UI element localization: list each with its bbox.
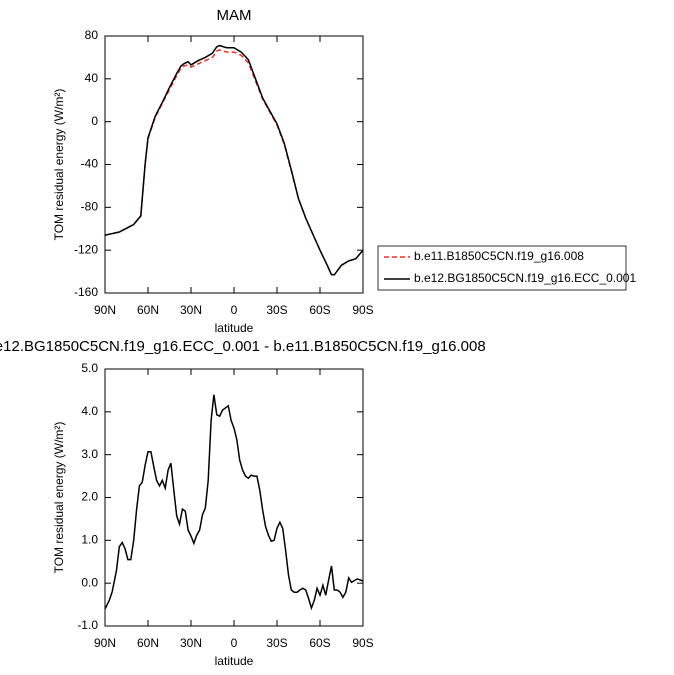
y-tick-label: -120 — [74, 242, 98, 256]
y-tick-label: -1.0 — [77, 618, 98, 632]
y-axis-label: TOM residual energy (W/m²) — [52, 89, 66, 241]
x-tick-label: 60S — [309, 636, 330, 650]
plot-frame — [104, 368, 364, 627]
y-tick-label: 5.0 — [81, 361, 98, 375]
x-tick-label: 90S — [352, 636, 373, 650]
y-tick-label: 4.0 — [81, 404, 98, 418]
data-line — [104, 394, 364, 611]
y-tick-label: 40 — [85, 71, 99, 85]
x-axis-label: latitude — [215, 654, 254, 668]
legend-box — [377, 245, 627, 291]
y-tick-label: -160 — [74, 285, 98, 299]
x-tick-label: 30S — [266, 303, 287, 317]
chart-title: MAM — [217, 7, 252, 24]
x-tick-label: 90N — [94, 303, 116, 317]
y-tick-label: 3.0 — [81, 447, 98, 461]
y-tick-label: 2.0 — [81, 490, 98, 504]
legend-label: b.e12.BG1850C5CN.f19_g16.ECC_0.001 — [414, 271, 636, 285]
y-tick-label: 80 — [85, 28, 99, 42]
y-tick-label: -80 — [81, 200, 99, 214]
x-tick-label: 90N — [94, 636, 116, 650]
x-tick-label: 30N — [180, 636, 202, 650]
x-tick-label: 60S — [309, 303, 330, 317]
y-tick-label: 0.0 — [81, 575, 98, 589]
legend-label: b.e11.B1850C5CN.f19_g16.008 — [414, 249, 584, 263]
x-tick-label: 30S — [266, 636, 287, 650]
plot-frame — [104, 35, 364, 294]
chart-title: b.e12.BG1850C5CN.f19_g16.ECC_0.001 - b.e… — [0, 338, 486, 355]
x-axis-label: latitude — [215, 321, 254, 335]
y-axis-label: TOM residual energy (W/m²) — [52, 422, 66, 574]
x-tick-label: 30N — [180, 303, 202, 317]
y-tick-label: -40 — [81, 157, 99, 171]
data-line — [104, 44, 364, 276]
y-tick-label: 0 — [91, 114, 98, 128]
data-line — [104, 49, 364, 276]
x-tick-label: 90S — [352, 303, 373, 317]
x-tick-label: 0 — [231, 636, 238, 650]
x-tick-label: 0 — [231, 303, 238, 317]
y-tick-label: 1.0 — [81, 533, 98, 547]
x-tick-label: 60N — [137, 636, 159, 650]
x-tick-label: 60N — [137, 303, 159, 317]
